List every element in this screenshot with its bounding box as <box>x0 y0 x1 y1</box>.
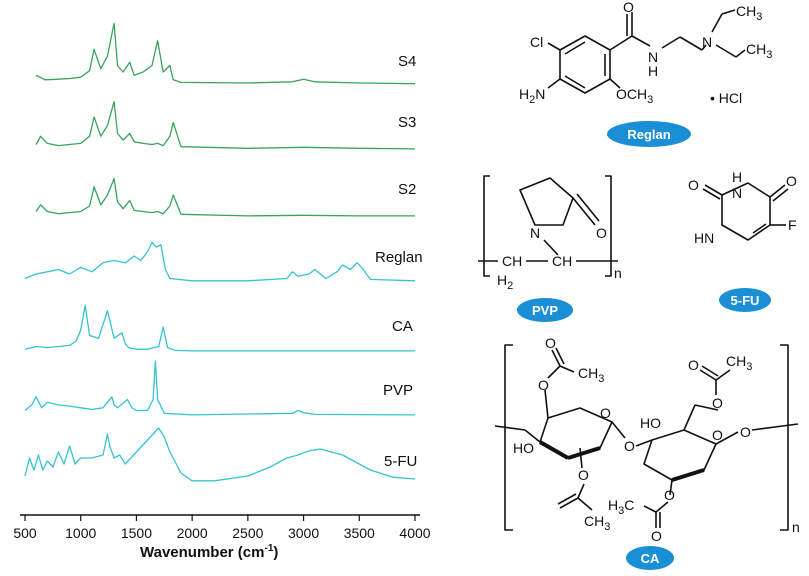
atom-h-n3: H <box>732 169 742 185</box>
series-label-pvp: PVP <box>383 382 413 399</box>
series-label-s4: S4 <box>398 53 416 70</box>
atom-o-carbonyl3: O <box>688 357 699 373</box>
series-label-5fu: 5-FU <box>384 453 417 470</box>
atom-och3: OCH3 <box>616 86 653 106</box>
atom-o-terminal: O <box>740 424 751 440</box>
badge-5fu-label: 5-FU <box>731 293 760 308</box>
atom-o-pvp: O <box>596 225 607 241</box>
x-axis-title: Wavenumber (cm-1) <box>140 543 278 561</box>
badge-reglan-label: Reglan <box>627 127 670 142</box>
atom-cl: Cl <box>530 34 543 50</box>
atom-ch3-2: CH3 <box>584 513 610 533</box>
atom-o-ring1: O <box>600 405 611 421</box>
atom-ch3-1: CH3 <box>578 365 604 385</box>
spectrum-line-5fu <box>24 427 416 482</box>
atom-ho-left: HO <box>513 440 534 456</box>
x-tick-label-1500: 1500 <box>121 525 152 541</box>
atom-hn-n1: HN <box>694 230 714 246</box>
atom-ho-right: HO <box>640 415 661 431</box>
atom-o-carbonyl1: O <box>545 335 556 351</box>
x-tick-label-3000: 3000 <box>288 525 319 541</box>
series-label-s2: S2 <box>398 181 416 198</box>
pvp-structure: n O N CH CH H2 <box>478 175 622 292</box>
x-tick-label-1000: 1000 <box>65 525 96 541</box>
atom-n-n3: N <box>732 185 742 201</box>
atom-o-c2: O <box>688 177 699 193</box>
x-tick-label-2000: 2000 <box>177 525 208 541</box>
atom-h3c: H3C <box>608 497 634 517</box>
atom-n-pvp: N <box>530 225 540 241</box>
x-axis-ticks: 500 1000 1500 2000 2500 3000 3500 4000 <box>13 515 431 541</box>
series-label-ca: CA <box>392 318 413 335</box>
atom-o-ester1: O <box>538 377 549 393</box>
atom-ch3-right: CH3 <box>746 41 772 61</box>
atom-o-ester3: O <box>712 395 723 411</box>
spectrum-line-reglan <box>24 241 416 282</box>
atom-h2-pvp: H2 <box>497 272 513 292</box>
x-tick-label-3500: 3500 <box>344 525 375 541</box>
atom-ch-pvp: CH <box>552 253 572 269</box>
badge-pvp <box>517 298 573 322</box>
series-label-reglan: Reglan <box>375 249 423 266</box>
atom-ch2-pvp: CH <box>502 253 522 269</box>
reglan-structure: Cl O N H N CH3 CH3 H2N OCH3 • HCl <box>519 0 772 106</box>
x-tick-label-2500: 2500 <box>232 525 263 541</box>
ca-n-subscript: n <box>792 519 800 535</box>
atom-h2n: H2N <box>519 86 545 106</box>
atom-o-carbonyl4: O <box>651 528 662 544</box>
atom-o-carbonyl: O <box>623 0 634 15</box>
spectrum-line-s2 <box>35 177 415 217</box>
atom-nh-amide: N <box>648 49 658 65</box>
badge-reglan <box>607 121 691 147</box>
spectrum-line-s4 <box>35 22 416 85</box>
badge-ca-label: CA <box>641 551 660 566</box>
hcl-salt: • HCl <box>710 90 742 106</box>
badge-pvp-label: PVP <box>532 303 558 318</box>
atom-f: F <box>788 217 797 233</box>
atom-o-ring2: O <box>712 427 723 443</box>
spectrum-line-pvp <box>24 360 416 416</box>
ca-structure: n O O O O HO O O CH3 O <box>494 335 800 544</box>
atom-o-ester2: O <box>578 467 589 483</box>
atom-o-ester4: O <box>664 487 675 503</box>
spectrum-line-s3 <box>35 100 416 150</box>
atom-ch3-top: CH3 <box>736 3 762 23</box>
badge-ca <box>626 546 674 570</box>
ftir-spectra-panel <box>24 22 416 482</box>
atom-ch3-3: CH3 <box>726 353 752 373</box>
x-tick-label-500: 500 <box>13 525 37 541</box>
x-tick-label-4000: 4000 <box>399 525 430 541</box>
spectrum-line-ca <box>24 304 415 352</box>
atom-o-c4: O <box>786 173 797 189</box>
atom-o-link: O <box>624 438 635 454</box>
badge-5fu <box>719 288 771 312</box>
atom-n-amine: N <box>702 34 712 50</box>
atom-h-amide: H <box>648 63 658 79</box>
pvp-n-subscript: n <box>614 265 622 281</box>
5fu-structure: H N O O HN F <box>688 169 797 246</box>
series-label-s3: S3 <box>398 114 416 131</box>
